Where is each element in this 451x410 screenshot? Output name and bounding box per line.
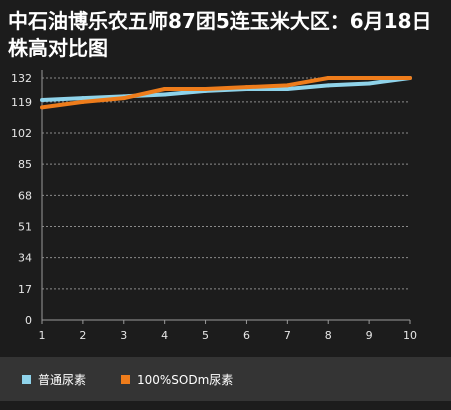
legend-swatch-series-1 [22, 374, 31, 384]
legend-item-series-2: 100%SODm尿素 [121, 371, 233, 387]
legend-item-series-1: 普通尿素 [22, 371, 86, 387]
data-point-s2-x2 [80, 99, 85, 104]
y-tick-label-85: 85 [18, 158, 32, 171]
data-point-s2-x6 [244, 85, 249, 90]
data-point-s2-x10 [408, 76, 412, 80]
x-tick-label-2: 2 [79, 329, 86, 342]
y-tick-label-51: 51 [18, 221, 32, 234]
x-tick-label-8: 8 [325, 329, 332, 342]
data-point-s2-x8 [326, 76, 331, 80]
y-tick-label-68: 68 [18, 189, 32, 202]
data-point-s2-x4 [162, 87, 167, 91]
data-point-s1-x8 [326, 83, 331, 88]
data-point-s2-x7 [285, 83, 290, 88]
data-point-s2-x1 [40, 105, 44, 110]
legend: 普通尿素 100%SODm尿素 [0, 357, 451, 401]
legend-label-series-2: 100%SODm尿素 [137, 372, 234, 387]
x-tick-label-4: 4 [161, 329, 168, 342]
y-tick-label-119: 119 [11, 96, 32, 109]
x-tick-label-7: 7 [284, 329, 291, 342]
y-tick-label-34: 34 [18, 252, 32, 265]
y-tick-label-0: 0 [25, 314, 32, 327]
legend-label-series-1: 普通尿素 [38, 372, 87, 387]
x-tick-label-3: 3 [120, 329, 127, 342]
data-point-s2-x3 [121, 96, 126, 101]
legend-swatch-series-2 [121, 374, 130, 384]
x-tick-label-6: 6 [243, 329, 250, 342]
x-tick-label-10: 10 [403, 329, 417, 342]
x-tick-label-9: 9 [366, 329, 373, 342]
data-point-s2-x5 [203, 87, 208, 91]
data-point-s1-x7 [285, 87, 290, 91]
x-tick-label-1: 1 [39, 329, 46, 342]
chart-title: 中石油博乐农五师87团5连玉米大区：6月18日株高对比图 [8, 9, 432, 60]
series-line-2 [41, 76, 410, 110]
data-point-s1-x1 [40, 98, 44, 102]
data-point-s2-x9 [367, 76, 372, 80]
y-tick-label-17: 17 [18, 283, 32, 296]
x-tick-label-5: 5 [202, 329, 209, 342]
data-point-s1-x4 [162, 92, 167, 97]
data-point-s1-x9 [367, 81, 372, 86]
y-tick-label-132: 132 [11, 72, 32, 85]
y-tick-label-102: 102 [11, 127, 32, 140]
data-point-s1-x2 [80, 96, 85, 101]
